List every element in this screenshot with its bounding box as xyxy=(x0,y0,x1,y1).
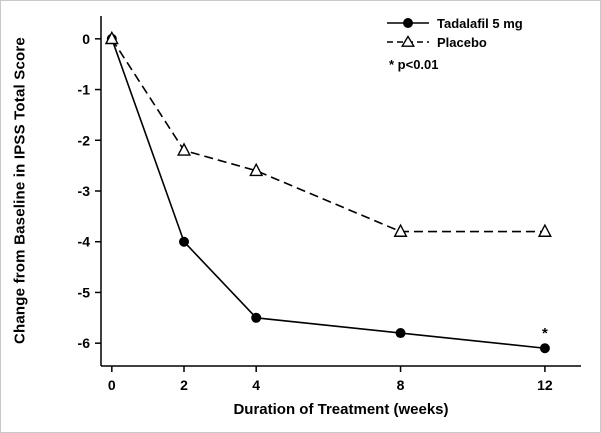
svg-text:2: 2 xyxy=(180,377,188,393)
svg-text:4: 4 xyxy=(252,377,260,393)
tadalafil-solid-line-filled-circle-icon xyxy=(387,18,429,28)
legend-label-tadalafil: Tadalafil 5 mg xyxy=(437,15,523,31)
svg-text:12: 12 xyxy=(537,377,553,393)
svg-text:8: 8 xyxy=(397,377,405,393)
svg-text:-5: -5 xyxy=(78,284,91,300)
svg-text:-3: -3 xyxy=(78,183,91,199)
svg-text:-2: -2 xyxy=(78,132,91,148)
legend-label-placebo: Placebo xyxy=(437,34,487,50)
svg-text:0: 0 xyxy=(108,377,116,393)
significance-note: * p<0.01 xyxy=(389,57,439,72)
svg-text:*: * xyxy=(542,325,548,342)
placebo-dashed-line-open-triangle-icon xyxy=(387,35,429,47)
svg-text:-1: -1 xyxy=(78,82,91,98)
svg-text:-4: -4 xyxy=(78,234,91,250)
x-axis-title: Duration of Treatment (weeks) xyxy=(233,401,449,418)
legend-item-tadalafil: Tadalafil 5 mg xyxy=(386,15,523,31)
svg-text:-6: -6 xyxy=(78,335,91,351)
legend: Tadalafil 5 mg Placebo * p<0.01 xyxy=(386,15,523,72)
svg-text:0: 0 xyxy=(82,31,90,47)
legend-item-placebo: Placebo xyxy=(386,34,523,50)
y-axis-title: Change from Baseline in IPSS Total Score xyxy=(11,37,29,345)
